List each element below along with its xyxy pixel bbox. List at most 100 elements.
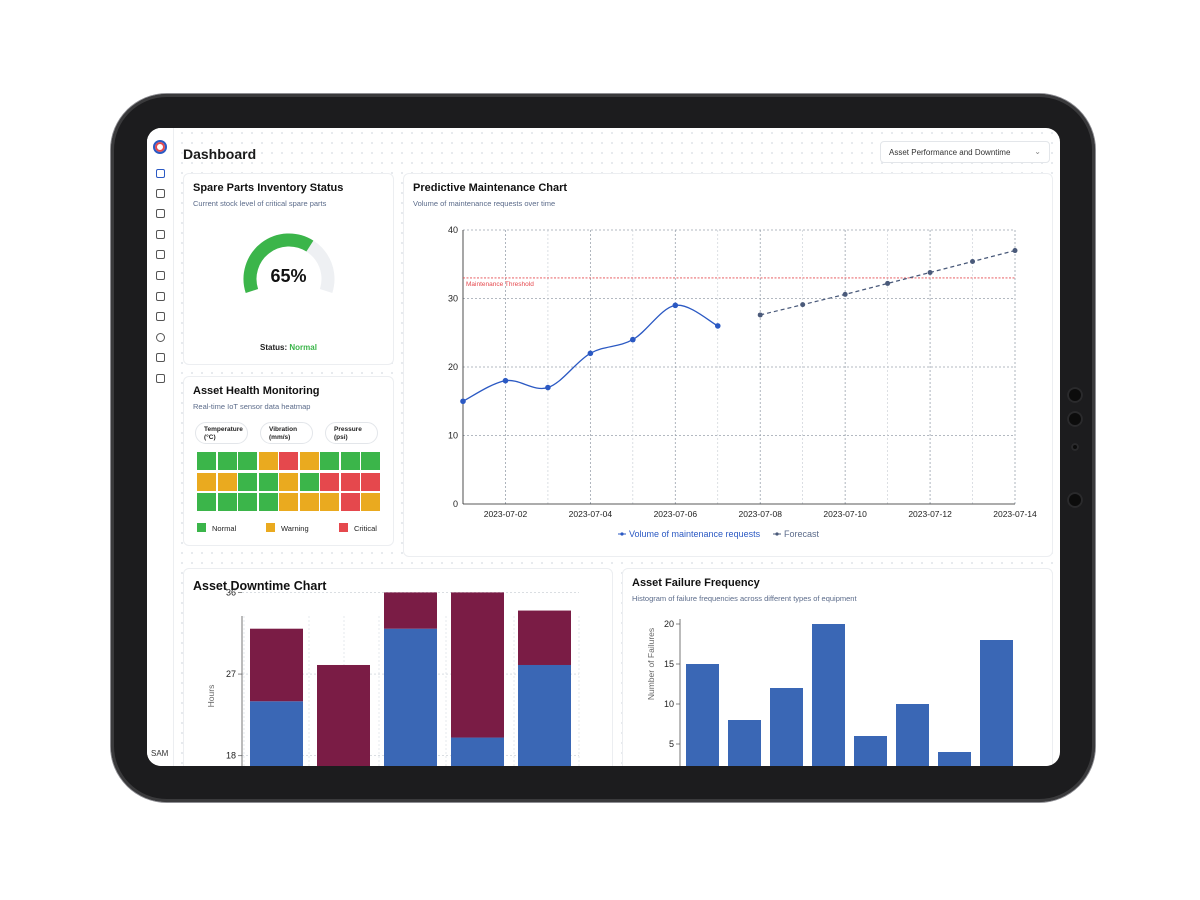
x-tick-label: 2023-07-04	[569, 509, 613, 519]
archive-icon[interactable]	[156, 292, 165, 301]
user-key-icon[interactable]	[156, 374, 165, 383]
tab-label: Pressure	[334, 426, 362, 433]
tools-icon[interactable]	[156, 353, 165, 362]
failure-card: Asset Failure Frequency Histogram of fai…	[622, 568, 1053, 766]
card-title: Spare Parts Inventory Status	[193, 182, 344, 194]
heatmap-cell-critical[interactable]	[340, 493, 360, 511]
card-subtitle: Histogram of failure frequencies across …	[632, 594, 857, 603]
y-tick-label: 40	[448, 225, 458, 235]
tab-unit: (mm/s)	[269, 434, 291, 441]
y-tick-label: 18	[226, 751, 236, 761]
heatmap-cell-critical[interactable]	[320, 472, 339, 491]
heatmap-cell-warning[interactable]	[279, 493, 298, 511]
bar-segment-base	[384, 628, 437, 766]
heatmap-cell-normal[interactable]	[361, 452, 380, 470]
y-tick-label: 20	[664, 619, 674, 629]
data-point-forecast	[970, 259, 976, 265]
tab-pressure[interactable]: Pressure (psi)	[325, 422, 378, 444]
heatmap-cell-normal[interactable]	[217, 493, 237, 511]
user-initials[interactable]: SAM	[151, 749, 169, 758]
bar-segment-base	[518, 664, 571, 766]
heatmap-cell-normal[interactable]	[197, 493, 216, 511]
heatmap-cell-normal[interactable]	[299, 472, 319, 491]
view-select-value: Asset Performance and Downtime	[889, 148, 1011, 157]
y-tick-label: 27	[226, 669, 236, 679]
side-button-icon	[1067, 492, 1083, 508]
basket-icon[interactable]	[156, 312, 165, 321]
heatmap-cell-normal[interactable]	[238, 493, 257, 511]
heatmap-cell-normal[interactable]	[258, 472, 278, 491]
heatmap-cell-warning[interactable]	[279, 472, 298, 491]
table-icon[interactable]	[156, 209, 165, 218]
bar-segment-top	[518, 610, 571, 665]
heatmap-cell-critical[interactable]	[279, 452, 298, 470]
histogram-bar	[980, 640, 1013, 766]
status-label: Status:	[260, 343, 288, 352]
user-settings-icon[interactable]	[156, 271, 165, 280]
tab-vibration[interactable]: Vibration (mm/s)	[260, 422, 313, 444]
heatmap-cell-warning[interactable]	[217, 472, 237, 491]
status-text: Status: Normal	[184, 343, 393, 352]
y-tick-label: 20	[448, 362, 458, 372]
heatmap-cell-critical[interactable]	[361, 472, 380, 491]
histogram-bar	[854, 736, 887, 766]
spare-parts-card: Spare Parts Inventory Status Current sto…	[183, 173, 394, 365]
data-point-requests	[672, 302, 679, 309]
heatmap-cell-warning[interactable]	[299, 452, 319, 470]
gauge-value: 65%	[270, 266, 307, 286]
gauge-chart	[243, 233, 335, 294]
bar-segment-base	[250, 701, 303, 766]
legend-label: Warning	[281, 524, 309, 533]
inventory-icon[interactable]	[156, 230, 165, 239]
heatmap-cell-warning[interactable]	[258, 452, 278, 470]
dashboard-icon[interactable]	[156, 169, 165, 178]
machine-icon[interactable]	[156, 250, 165, 259]
failure-histogram: 5 10 15 20 Number of Failures	[646, 619, 1013, 766]
legend-swatch	[266, 523, 275, 532]
y-tick-label: 5	[669, 739, 674, 749]
legend-label-requests: Volume of maintenance requests	[629, 529, 761, 539]
predictive-card: Predictive Maintenance Chart Volume of m…	[403, 173, 1053, 557]
y-axis-label: Hours	[206, 685, 216, 708]
heatmap-cell-warning[interactable]	[197, 472, 216, 491]
y-tick-label: 36	[226, 587, 236, 597]
app-screen: SAM Dashboard Asset Performance and Down…	[147, 128, 1060, 766]
y-axis-label: Number of Failures	[646, 628, 656, 700]
camera-icon	[1071, 443, 1079, 451]
heatmap-cell-normal[interactable]	[238, 472, 257, 491]
x-tick-label: 2023-07-14	[993, 509, 1037, 519]
threshold-label: Maintenance Threshold	[466, 281, 534, 288]
legend-label: Critical	[354, 524, 377, 533]
page-title: Dashboard	[183, 146, 257, 162]
heatmap-cell-normal[interactable]	[238, 452, 257, 470]
heatmap-cell-warning[interactable]	[320, 493, 339, 511]
x-tick-label: 2023-07-12	[908, 509, 952, 519]
side-button-icon	[1067, 411, 1083, 427]
heatmap-cell-normal[interactable]	[197, 452, 216, 470]
card-title: Predictive Maintenance Chart	[413, 182, 568, 194]
y-tick-label: 30	[448, 294, 458, 304]
view-select[interactable]: Asset Performance and Downtime ⌄	[880, 141, 1050, 163]
bar-segment-top	[250, 628, 303, 702]
asset-health-card: Asset Health Monitoring Real-time IoT se…	[183, 376, 394, 546]
card-title: Asset Downtime Chart	[193, 579, 327, 593]
legend-critical: Critical	[339, 523, 377, 533]
block-icon[interactable]	[156, 333, 165, 342]
heatmap-cell-normal[interactable]	[320, 452, 339, 470]
data-point-forecast	[927, 269, 933, 275]
heatmap-cell-normal[interactable]	[258, 493, 278, 511]
bar-segment-base	[451, 737, 504, 766]
x-tick-label: 2023-07-06	[654, 509, 698, 519]
card-title: Asset Failure Frequency	[632, 577, 760, 589]
heatmap-cell-normal[interactable]	[217, 452, 237, 470]
heatmap-cell-critical[interactable]	[340, 472, 360, 491]
bar-segment-top	[384, 592, 437, 629]
legend-normal: Normal	[197, 523, 236, 533]
heatmap-cell-warning[interactable]	[361, 493, 380, 511]
heatmap-cell-normal[interactable]	[340, 452, 360, 470]
heatmap-cell-warning[interactable]	[299, 493, 319, 511]
chart-icon[interactable]	[156, 189, 165, 198]
data-point-requests	[502, 377, 509, 384]
app-logo-icon[interactable]	[153, 140, 167, 154]
tab-temperature[interactable]: Temperature (°C)	[195, 422, 248, 444]
